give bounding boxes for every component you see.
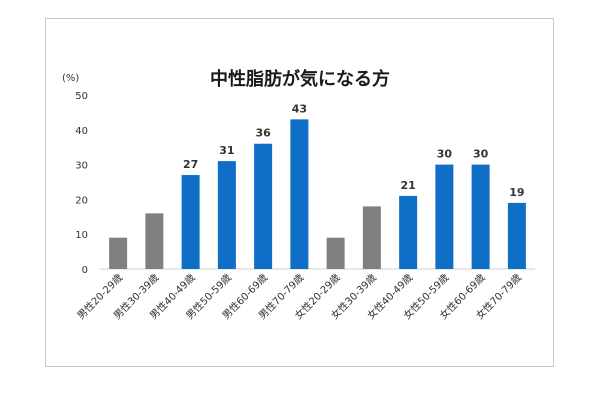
bar <box>145 213 164 269</box>
bar <box>326 237 345 269</box>
bars-group <box>109 119 526 269</box>
bar <box>290 119 309 269</box>
y-tick-label: 40 <box>75 126 88 137</box>
data-label: 36 <box>255 127 271 140</box>
bar <box>254 143 273 269</box>
bar <box>507 202 526 269</box>
data-label: 19 <box>509 186 524 199</box>
chart-frame: 中性脂肪が気になる方 (%) 0 10 20 30 40 50 27 31 36 43 21 30 3… <box>45 18 554 367</box>
data-label: 43 <box>292 102 307 115</box>
data-label: 21 <box>400 179 415 192</box>
chart-title: 中性脂肪が気になる方 <box>210 68 390 90</box>
bar <box>362 206 381 269</box>
bar <box>399 195 418 269</box>
data-label: 30 <box>473 148 489 161</box>
bar <box>181 175 200 269</box>
x-axis-ticks: 男性20-29歳男性30-39歳男性40-49歳男性50-59歳男性60-69歳… <box>74 271 524 322</box>
bar <box>217 161 236 269</box>
unit-label: (%) <box>62 73 79 84</box>
bar <box>109 237 128 269</box>
bar <box>471 164 490 269</box>
data-label: 27 <box>183 158 198 171</box>
y-axis-ticks: 0 10 20 30 40 50 <box>75 91 88 276</box>
y-tick-label: 20 <box>75 195 88 206</box>
y-tick-label: 50 <box>75 91 88 102</box>
bar <box>435 164 454 269</box>
data-label: 30 <box>437 148 453 161</box>
bar-chart: 中性脂肪が気になる方 (%) 0 10 20 30 40 50 27 31 36 43 21 30 3… <box>62 68 535 322</box>
y-tick-label: 10 <box>75 230 88 241</box>
y-tick-label: 0 <box>82 265 88 276</box>
data-labels-group: 27 31 36 43 21 30 30 19 <box>183 102 525 199</box>
data-label: 31 <box>219 144 234 157</box>
y-tick-label: 30 <box>75 161 88 172</box>
